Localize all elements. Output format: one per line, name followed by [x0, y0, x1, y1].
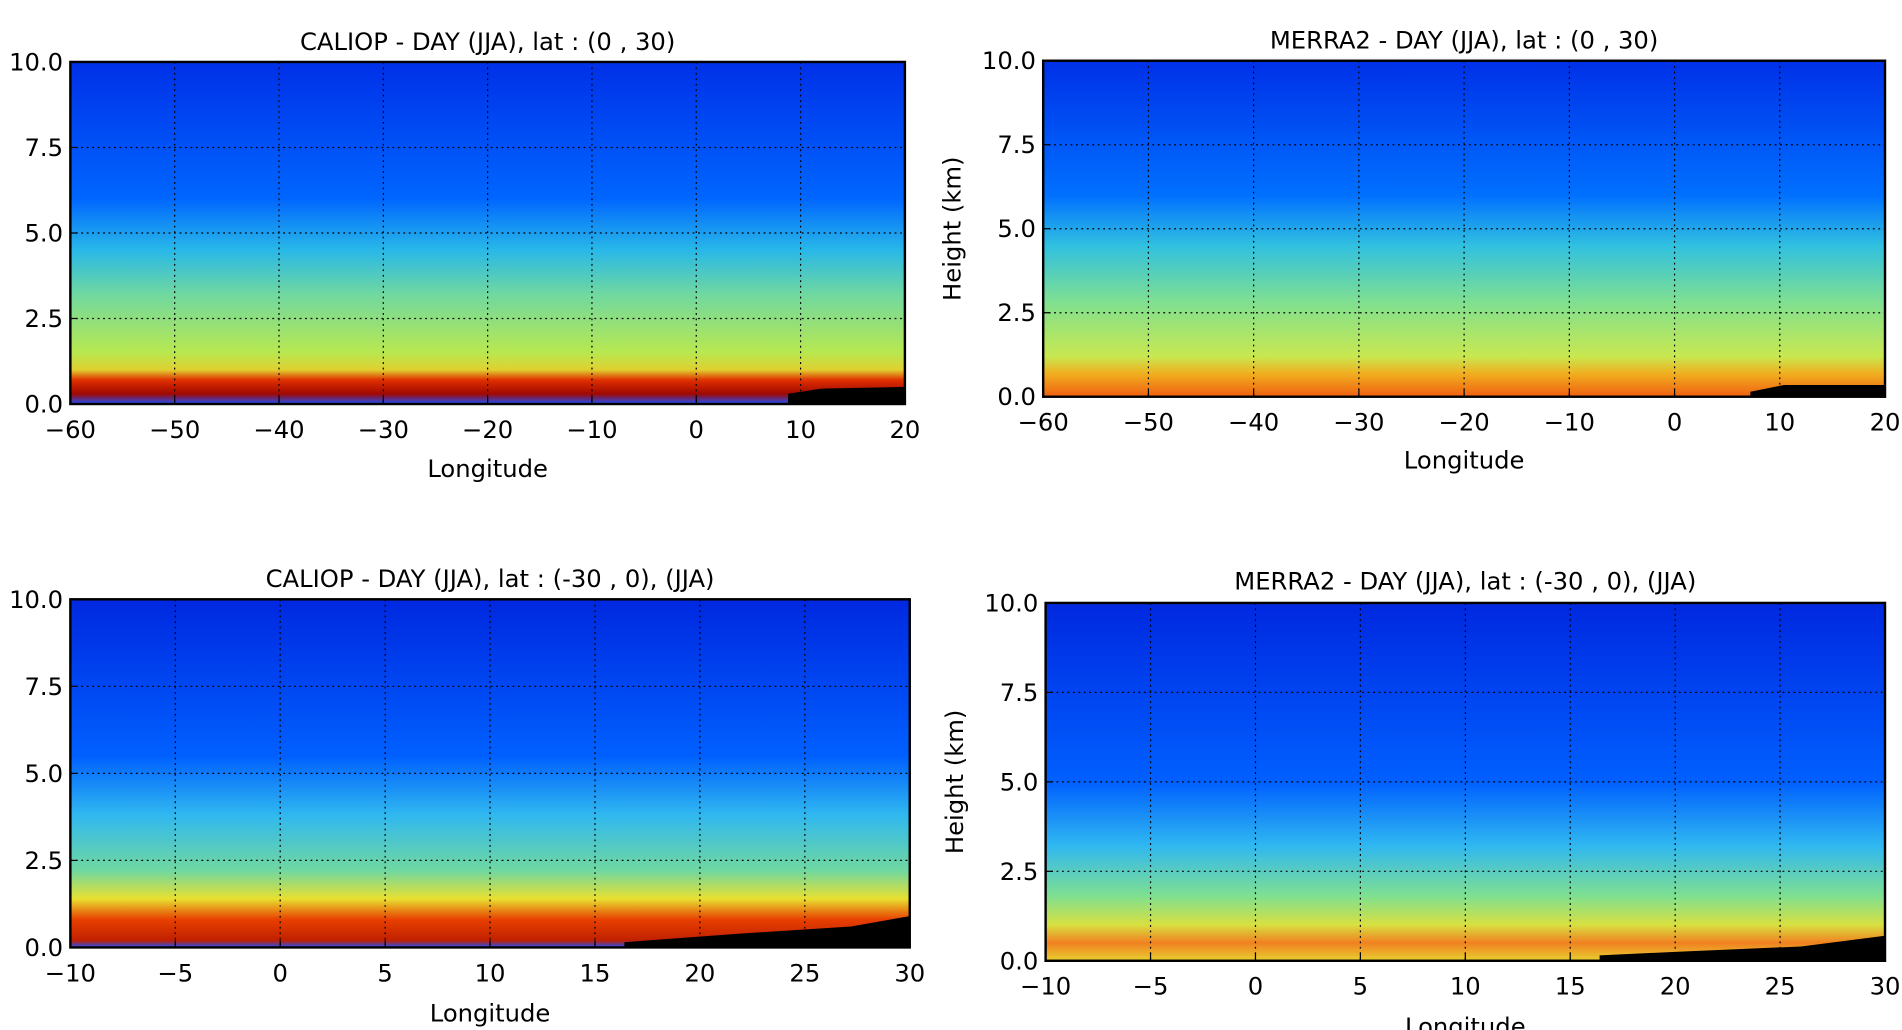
plot-frame	[1041, 59, 1887, 398]
x-axis-label: Longitude	[1405, 1012, 1526, 1030]
x-tick-label: 25	[1765, 972, 1796, 1001]
y-tick-label: 7.5	[997, 130, 1036, 159]
x-tick-label: 10	[1764, 408, 1795, 437]
x-tick-label: −10	[1544, 408, 1595, 437]
x-tick-label: −30	[358, 415, 409, 444]
y-tick-label: 2.5	[1000, 857, 1039, 886]
x-tick-label: 5	[1353, 972, 1368, 1001]
x-tick-label: 30	[894, 958, 925, 987]
x-tick-label: 0	[689, 415, 704, 444]
x-tick-label: −5	[1133, 972, 1169, 1001]
y-tick-label: 0.0	[24, 390, 63, 419]
x-tick-label: −50	[1123, 408, 1174, 437]
x-tick-label: −20	[462, 415, 513, 444]
x-tick-label: 10	[475, 958, 506, 987]
x-tick-label: 5	[377, 958, 392, 987]
x-tick-label: 20	[684, 958, 715, 987]
y-tick-label: 5.0	[1000, 767, 1039, 796]
x-axis-label: Longitude	[427, 454, 548, 483]
x-tick-label: 10	[785, 415, 816, 444]
x-tick-label: 0	[1667, 408, 1682, 437]
x-tick-label: 10	[1450, 972, 1481, 1001]
x-tick-label: 25	[789, 958, 820, 987]
y-tick-label: 10.0	[984, 588, 1038, 617]
y-tick-label: 7.5	[1000, 678, 1039, 707]
y-tick-label: 2.5	[24, 304, 63, 333]
x-tick-label: −40	[253, 415, 304, 444]
x-tick-label: −10	[1020, 972, 1071, 1001]
x-tick-label: −40	[1228, 408, 1279, 437]
y-tick-label: 7.5	[24, 133, 63, 162]
y-axis-label: Height (km)	[940, 710, 969, 854]
x-tick-label: −60	[1018, 408, 1069, 437]
x-tick-label: 30	[1870, 972, 1901, 1001]
x-tick-label: 20	[1870, 408, 1901, 437]
y-tick-label: 2.5	[24, 846, 63, 875]
y-tick-label: 10.0	[9, 47, 63, 76]
y-axis-label: Height (km)	[938, 156, 967, 300]
y-tick-label: 5.0	[24, 759, 63, 788]
plot-frame	[69, 60, 907, 406]
terrain	[1599, 935, 1886, 961]
y-tick-label: 10.0	[9, 585, 63, 614]
y-tick-label: 5.0	[997, 214, 1036, 243]
x-tick-label: 15	[580, 958, 611, 987]
chart-title: CALIOP - DAY (JJA), lat : (0 , 30)	[300, 27, 675, 56]
x-tick-label: 0	[272, 958, 287, 987]
x-tick-label: −10	[45, 958, 96, 987]
y-tick-label: 10.0	[982, 46, 1036, 75]
x-tick-label: −50	[149, 415, 200, 444]
y-tick-label: 5.0	[24, 218, 63, 247]
y-tick-label: 7.5	[24, 672, 63, 701]
x-tick-label: −5	[157, 958, 193, 987]
x-axis-label: Longitude	[1404, 445, 1525, 474]
x-tick-label: 20	[1660, 972, 1691, 1001]
terrain	[1750, 384, 1886, 397]
y-tick-label: 0.0	[1000, 946, 1039, 975]
x-tick-label: −30	[1333, 408, 1384, 437]
y-tick-label: 0.0	[24, 933, 63, 962]
x-tick-label: −20	[1439, 408, 1490, 437]
plot-frame	[1044, 601, 1887, 962]
y-tick-label: 0.0	[997, 382, 1036, 411]
chart-title: MERRA2 - DAY (JJA), lat : (0 , 30)	[1270, 26, 1658, 55]
y-tick-label: 2.5	[997, 298, 1036, 327]
chart-title: MERRA2 - DAY (JJA), lat : (-30 , 0), (JJ…	[1234, 567, 1696, 596]
terrain	[624, 916, 910, 948]
x-tick-label: −60	[45, 415, 96, 444]
plot-frame	[69, 598, 911, 949]
x-tick-label: −10	[566, 415, 617, 444]
chart-title: CALIOP - DAY (JJA), lat : (-30 , 0), (JJ…	[266, 564, 715, 593]
x-tick-label: 0	[1248, 972, 1263, 1001]
terrain	[788, 386, 905, 405]
x-tick-label: 15	[1555, 972, 1586, 1001]
x-axis-label: Longitude	[430, 998, 551, 1027]
x-tick-label: 20	[889, 415, 920, 444]
